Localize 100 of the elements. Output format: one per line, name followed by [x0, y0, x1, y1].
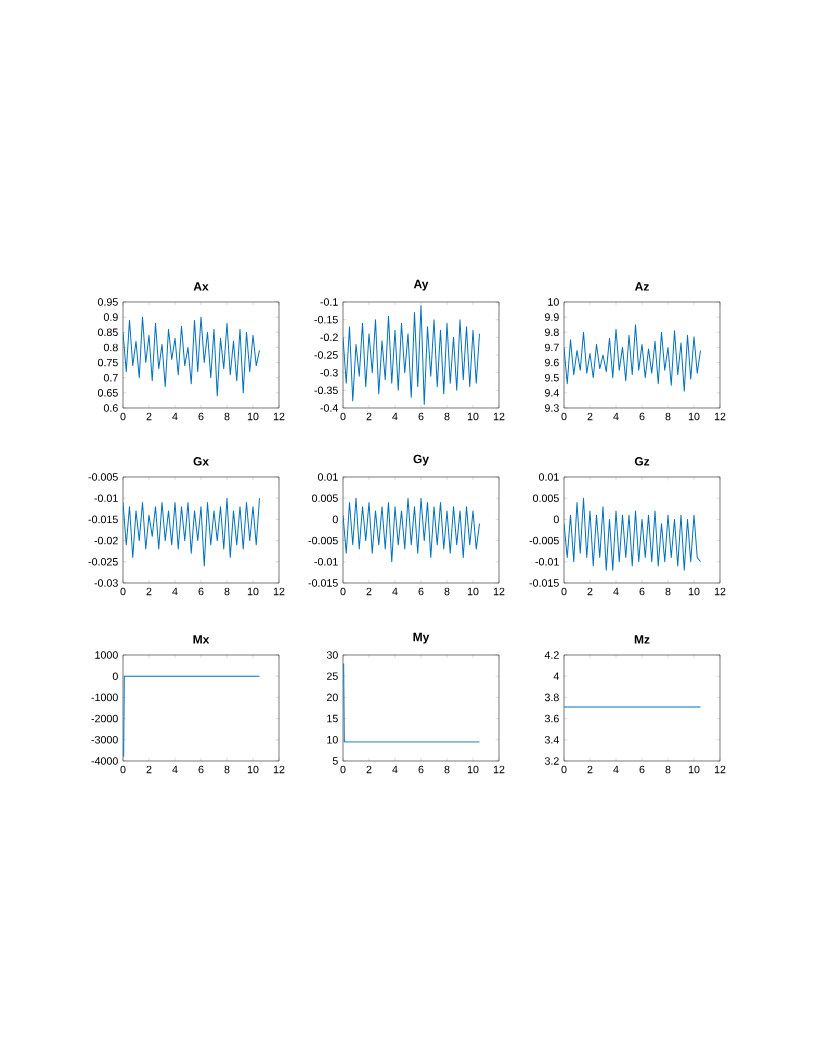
- y-tick-label: -0.015: [529, 579, 559, 587]
- x-tick-label: 12: [714, 587, 726, 596]
- x-tick-label: 8: [224, 587, 230, 596]
- x-tick-label: 0: [340, 587, 346, 596]
- y-tick-label: -4000: [91, 757, 118, 765]
- x-tick-label: 8: [665, 587, 671, 596]
- y-tick-label: 9.5: [544, 373, 559, 382]
- y-tick-label: 9.7: [544, 343, 559, 352]
- x-tick-label: 4: [613, 765, 619, 774]
- y-tick-label: 3.6: [544, 714, 559, 723]
- y-tick-label: 4.2: [544, 651, 559, 659]
- x-tick-label: 2: [366, 587, 372, 596]
- y-tick-label: -0.025: [88, 558, 118, 566]
- y-tick-label: 0.01: [538, 473, 559, 481]
- y-tick-label: 0.005: [533, 494, 559, 502]
- x-tick-label: 6: [198, 412, 204, 421]
- x-tick-label: 0: [120, 587, 126, 596]
- x-tick-label: 0: [561, 412, 567, 421]
- y-tick-label: 15: [327, 714, 338, 723]
- chart-title: Mz: [634, 635, 650, 644]
- x-tick-label: 6: [418, 587, 424, 596]
- y-tick-label: 0: [112, 672, 118, 680]
- x-tick-label: 4: [613, 412, 619, 421]
- y-tick-label: 0.01: [317, 473, 338, 481]
- x-tick-label: 8: [444, 765, 450, 774]
- y-tick-label: 0.6: [103, 404, 118, 412]
- y-tick-label: 10: [327, 736, 338, 744]
- x-tick-label: 10: [247, 412, 259, 421]
- y-tick-label: 20: [326, 693, 338, 702]
- y-tick-label: 0.95: [97, 298, 118, 306]
- y-tick-label: -0.3: [320, 368, 338, 377]
- y-tick-label: -0.35: [314, 386, 338, 395]
- y-tick-label: -0.25: [314, 351, 338, 359]
- chart-title: Gy: [413, 454, 429, 466]
- line-series: [343, 497, 480, 563]
- y-tick-label: 0.7: [103, 373, 118, 382]
- x-tick-label: 10: [247, 587, 259, 596]
- y-tick-label: -3000: [91, 736, 118, 744]
- x-tick-label: 6: [198, 587, 204, 596]
- x-tick-label: 2: [587, 587, 593, 596]
- y-tick-label: 4: [553, 672, 559, 680]
- x-tick-label: 10: [467, 412, 479, 421]
- y-tick-label: -0.005: [88, 473, 118, 481]
- x-tick-label: 8: [665, 412, 671, 421]
- x-tick-label: 12: [493, 765, 505, 774]
- y-tick-label: 0: [553, 515, 559, 524]
- chart-title: Gz: [634, 457, 650, 466]
- y-tick-label: 0.65: [97, 389, 118, 397]
- x-tick-label: 10: [247, 765, 259, 774]
- x-tick-label: 0: [561, 587, 567, 596]
- x-tick-label: 2: [587, 412, 593, 421]
- y-tick-label: 0.85: [97, 328, 118, 337]
- x-tick-label: 10: [688, 765, 700, 774]
- x-tick-label: 2: [366, 765, 372, 774]
- y-tick-label: -0.03: [94, 579, 118, 587]
- y-tick-label: 0.005: [312, 494, 338, 502]
- x-tick-label: 4: [392, 412, 398, 421]
- x-tick-label: 8: [444, 412, 450, 421]
- x-tick-label: 6: [418, 765, 424, 774]
- x-tick-label: 2: [146, 587, 152, 596]
- x-tick-label: 12: [714, 765, 726, 774]
- y-tick-label: 0.8: [103, 343, 118, 352]
- chart-title: Mx: [193, 635, 210, 644]
- y-tick-label: -1000: [91, 693, 118, 702]
- y-tick-label: -0.005: [529, 536, 559, 545]
- y-tick-label: 9.9: [544, 313, 559, 321]
- x-tick-label: 8: [444, 587, 450, 596]
- x-tick-label: 4: [172, 412, 178, 421]
- x-tick-label: 2: [146, 412, 152, 421]
- y-tick-label: -0.01: [314, 558, 338, 566]
- x-tick-label: 2: [146, 765, 152, 774]
- y-tick-label: -0.005: [308, 536, 338, 545]
- y-tick-label: -0.02: [94, 536, 118, 545]
- y-tick-label: 9.6: [544, 358, 559, 367]
- x-tick-label: 10: [467, 587, 479, 596]
- x-tick-label: 4: [172, 587, 178, 596]
- x-tick-label: 6: [639, 765, 645, 774]
- chart-title: My: [413, 632, 430, 644]
- y-tick-label: -0.015: [88, 515, 118, 524]
- y-tick-label: 25: [326, 672, 338, 680]
- y-tick-label: -2000: [91, 714, 118, 723]
- x-tick-label: 6: [418, 412, 424, 421]
- y-tick-label: 0: [332, 515, 338, 524]
- x-tick-label: 6: [198, 765, 204, 774]
- x-tick-label: 0: [561, 765, 567, 774]
- x-tick-label: 0: [120, 765, 126, 774]
- chart-title: Ax: [193, 282, 209, 291]
- x-tick-label: 8: [665, 765, 671, 774]
- line-series: [564, 497, 701, 571]
- y-tick-label: 0.9: [103, 313, 118, 321]
- x-tick-label: 2: [587, 765, 593, 774]
- x-tick-label: 4: [392, 587, 398, 596]
- y-tick-label: 3.8: [544, 693, 559, 702]
- y-tick-label: 9.4: [544, 389, 559, 397]
- x-tick-label: 4: [392, 765, 398, 774]
- y-tick-label: -0.01: [535, 558, 559, 566]
- chart-title: Az: [634, 282, 649, 291]
- y-tick-label: 30: [326, 651, 338, 659]
- chart-title: Ay: [413, 279, 429, 291]
- y-tick-label: 3.2: [544, 757, 559, 765]
